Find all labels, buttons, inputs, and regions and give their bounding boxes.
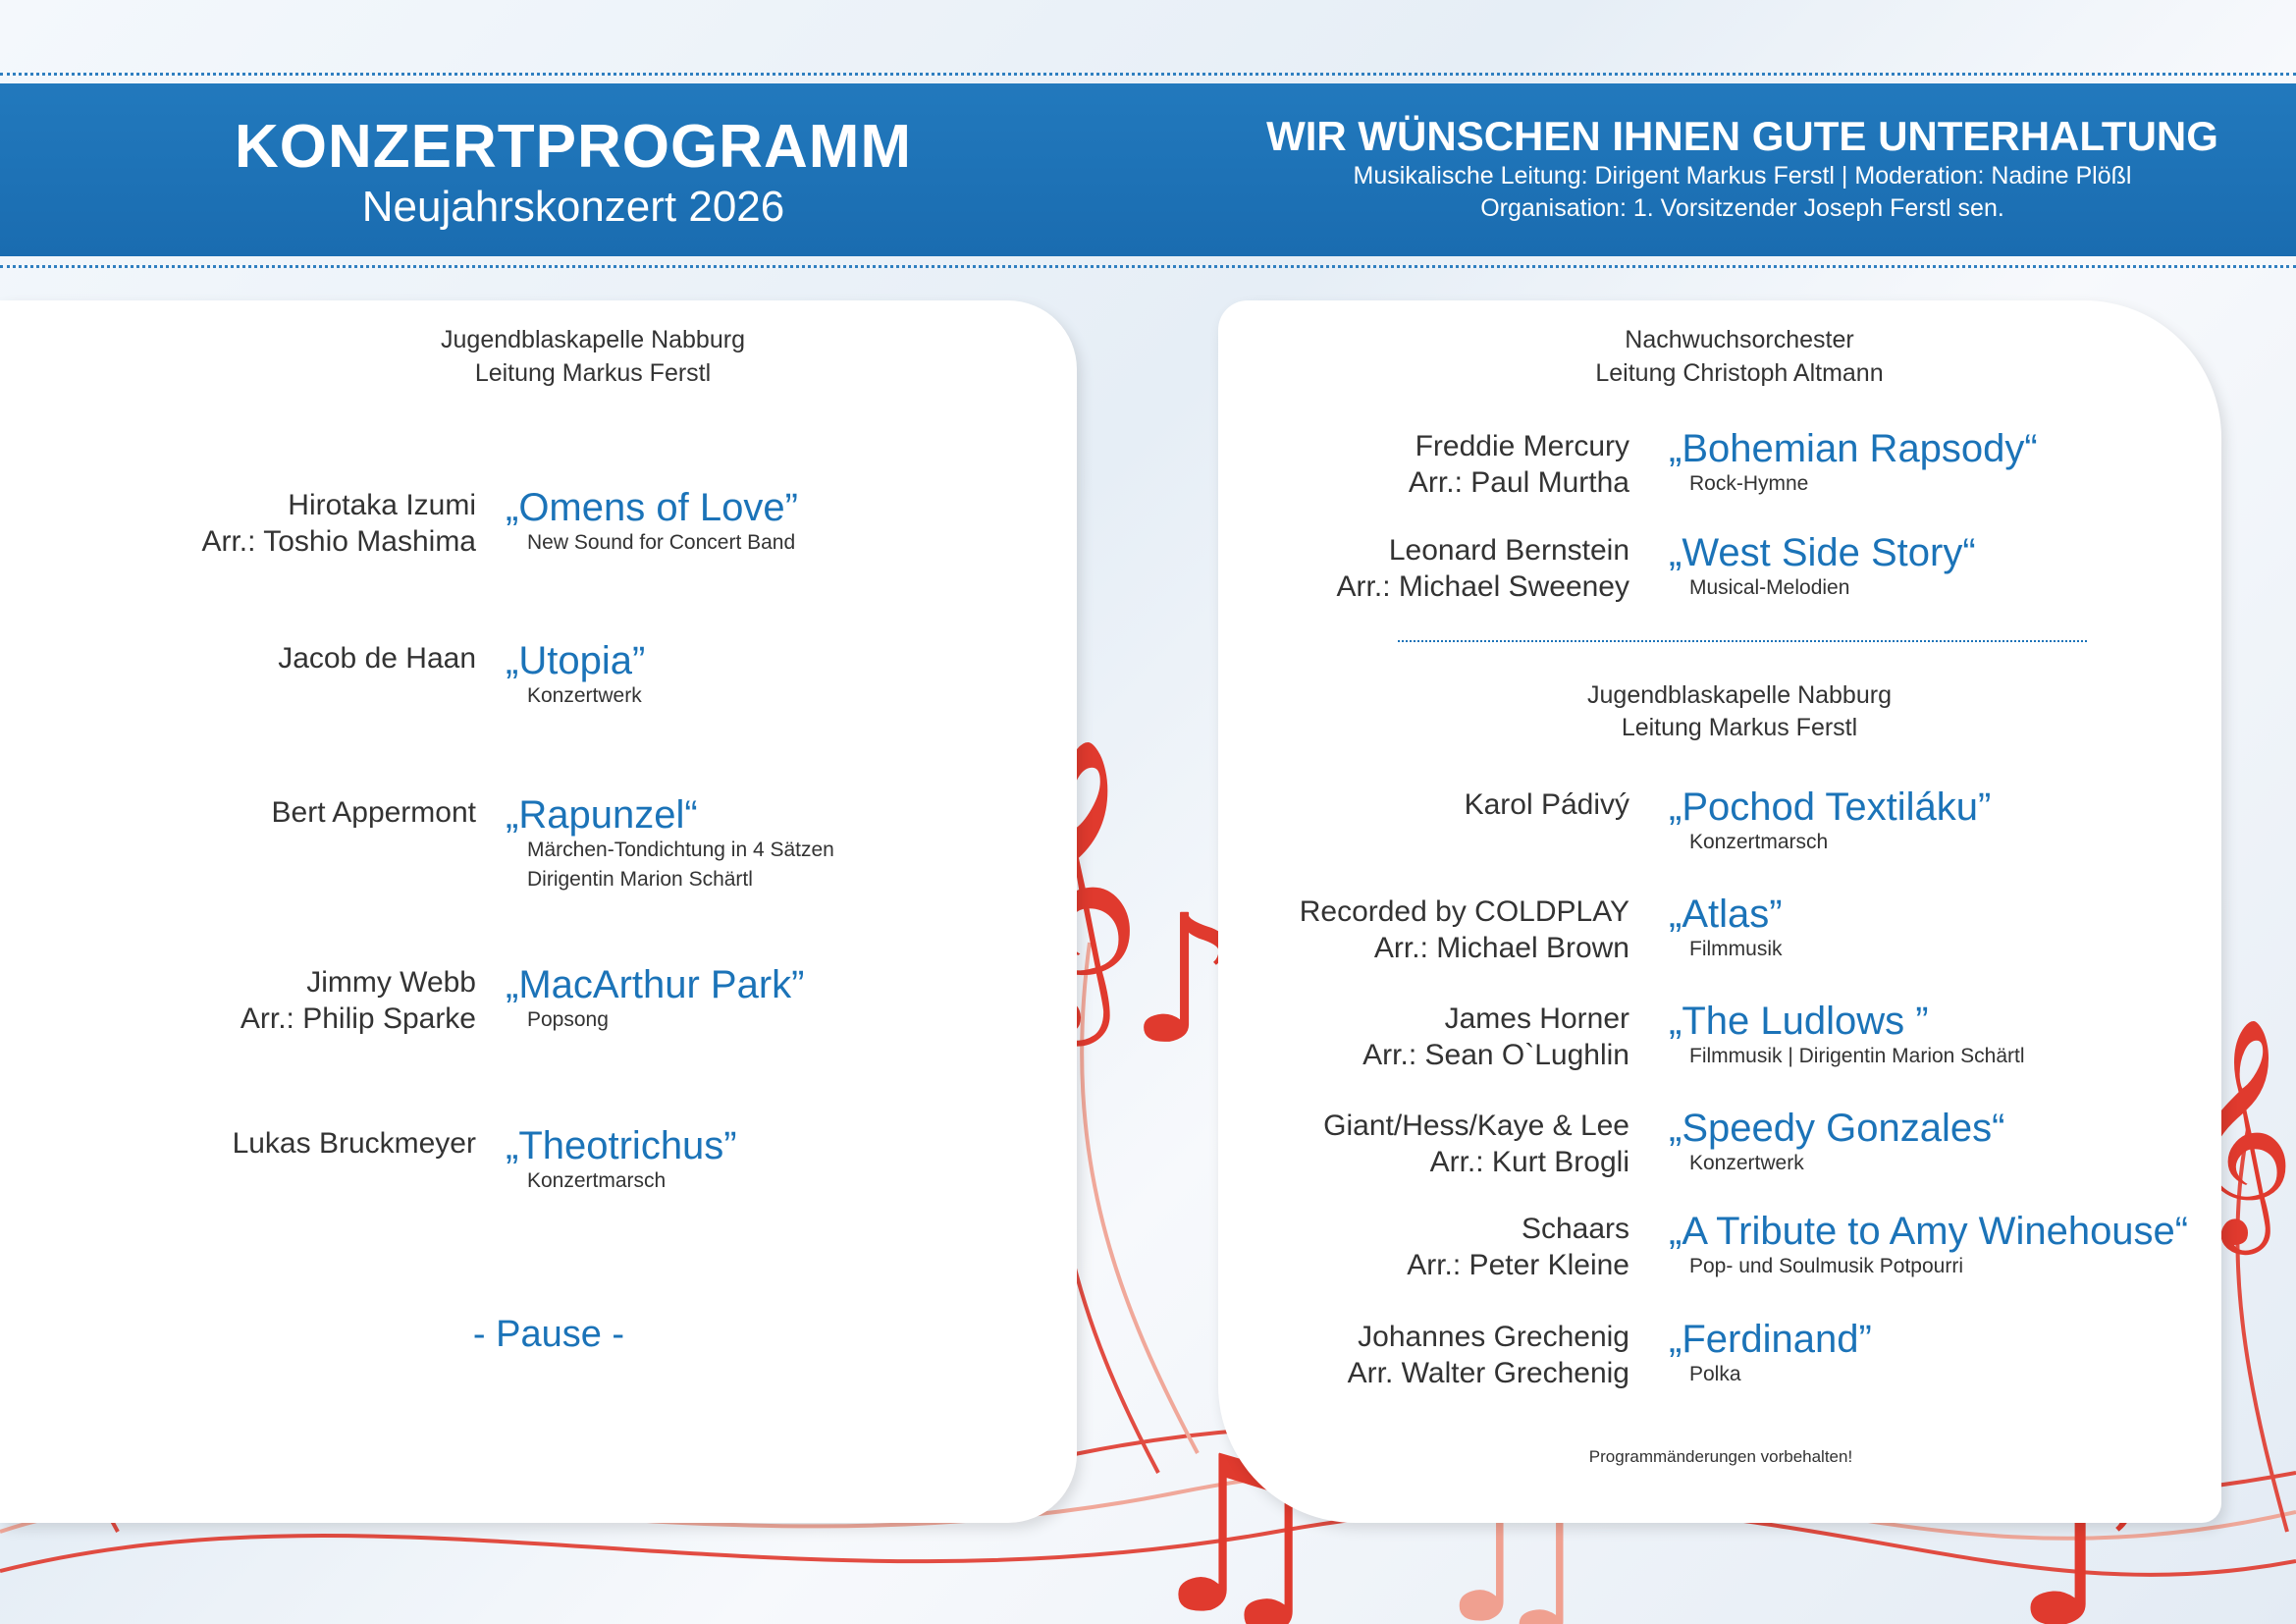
piece-description: Filmmusik bbox=[1689, 938, 1783, 960]
left-program-card bbox=[0, 300, 1077, 1523]
pause-label: - Pause - bbox=[472, 1314, 625, 1355]
composer-line: Arr. Walter Grechenig bbox=[1347, 1357, 1629, 1389]
right-program-card bbox=[1218, 300, 2221, 1523]
page-title: KONZERTPROGRAMM bbox=[234, 113, 913, 181]
piece-description: Konzertmarsch bbox=[527, 1169, 667, 1192]
composer-line: Arr.: Michael Brown bbox=[1373, 932, 1629, 964]
right-section1-conductor: Leitung Christoph Altmann bbox=[1595, 359, 1884, 387]
piece-description: Popsong bbox=[527, 1008, 609, 1031]
piece-description: Pop- und Soulmusik Potpourri bbox=[1689, 1255, 1963, 1277]
piece-title: „Ferdinand” bbox=[1669, 1318, 1872, 1361]
right-section2-ensemble: Jugendblaskapelle Nabburg bbox=[1587, 681, 1892, 709]
page-subtitle: Neujahrskonzert 2026 bbox=[361, 183, 785, 231]
bottom-dotted-rule bbox=[0, 265, 2296, 268]
composer-line: Freddie Mercury bbox=[1415, 430, 1629, 462]
piece-description: Konzertwerk bbox=[527, 684, 642, 707]
piece-description: Rock-Hymne bbox=[1689, 472, 1809, 495]
composer-line: Recorded by COLDPLAY bbox=[1299, 895, 1629, 928]
credits-line-2: Organisation: 1. Vorsitzender Joseph Fer… bbox=[1480, 194, 2004, 222]
piece-title: „West Side Story“ bbox=[1669, 531, 1976, 574]
piece-title: „Theotrichus” bbox=[506, 1124, 737, 1167]
composer-line: Leonard Bernstein bbox=[1388, 534, 1629, 567]
composer-line: Arr.: Peter Kleine bbox=[1407, 1249, 1629, 1281]
composer-line: Lukas Bruckmeyer bbox=[232, 1127, 476, 1160]
piece-description: Musical-Melodien bbox=[1689, 576, 1850, 599]
composer-line: Giant/Hess/Kaye & Lee bbox=[1323, 1110, 1629, 1142]
piece-title: „A Tribute to Amy Winehouse“ bbox=[1669, 1210, 2189, 1253]
composer-line: Jimmy Webb bbox=[306, 966, 476, 999]
piece-title: „Atlas” bbox=[1669, 893, 1783, 936]
composer-line: Jacob de Haan bbox=[278, 642, 476, 675]
composer-line: James Horner bbox=[1444, 1002, 1629, 1035]
composer-line: Arr.: Paul Murtha bbox=[1408, 466, 1629, 499]
piece-title: „Utopia” bbox=[506, 639, 646, 682]
composer-line: Karol Pádivý bbox=[1464, 788, 1629, 821]
composer-line: Arr.: Kurt Brogli bbox=[1429, 1146, 1629, 1178]
right-section2-conductor: Leitung Markus Ferstl bbox=[1621, 714, 1858, 741]
piece-title: „The Ludlows ” bbox=[1669, 1000, 1929, 1043]
piece-description: New Sound for Concert Band bbox=[527, 531, 796, 554]
piece-title: „Pochod Textiláku” bbox=[1669, 785, 1992, 829]
composer-line: Arr.: Michael Sweeney bbox=[1336, 570, 1629, 603]
composer-line: Johannes Grechenig bbox=[1358, 1321, 1629, 1353]
piece-title: „Omens of Love” bbox=[506, 486, 798, 529]
program-change-note: Programmänderungen vorbehalten! bbox=[1588, 1447, 1853, 1466]
header-band bbox=[0, 83, 2296, 256]
piece-description: Märchen-Tondichtung in 4 Sätzen bbox=[527, 839, 834, 861]
left-section-ensemble: Jugendblaskapelle Nabburg bbox=[441, 326, 745, 353]
right-section1-ensemble: Nachwuchsorchester bbox=[1625, 326, 1854, 353]
welcome-heading: WIR WÜNSCHEN IHNEN GUTE UNTERHALTUNG bbox=[1266, 113, 2218, 159]
piece-title: „Rapunzel“ bbox=[506, 793, 698, 837]
piece-description: Konzertwerk bbox=[1689, 1152, 1804, 1174]
piece-description: Konzertmarsch bbox=[1689, 831, 1829, 853]
piece-title: „MacArthur Park” bbox=[506, 963, 805, 1006]
composer-line: Hirotaka Izumi bbox=[288, 489, 476, 521]
composer-line: Arr.: Philip Sparke bbox=[240, 1002, 476, 1035]
left-section-conductor: Leitung Markus Ferstl bbox=[474, 359, 712, 387]
composer-line: Schaars bbox=[1521, 1213, 1629, 1245]
piece-description: Polka bbox=[1689, 1363, 1741, 1385]
composer-line: Arr.: Toshio Mashima bbox=[201, 525, 476, 558]
section-divider bbox=[1398, 640, 2087, 642]
piece-title: „Bohemian Rapsody“ bbox=[1669, 427, 2038, 470]
composer-line: Bert Appermont bbox=[271, 796, 476, 829]
composer-line: Arr.: Sean O`Lughlin bbox=[1362, 1039, 1629, 1071]
piece-title: „Speedy Gonzales“ bbox=[1669, 1107, 2005, 1150]
credits-line-1: Musikalische Leitung: Dirigent Markus Fe… bbox=[1353, 162, 2132, 189]
piece-description: Filmmusik | Dirigentin Marion Schärtl bbox=[1689, 1045, 2025, 1067]
piece-description: Dirigentin Marion Schärtl bbox=[527, 868, 753, 891]
top-dotted-rule bbox=[0, 73, 2296, 76]
